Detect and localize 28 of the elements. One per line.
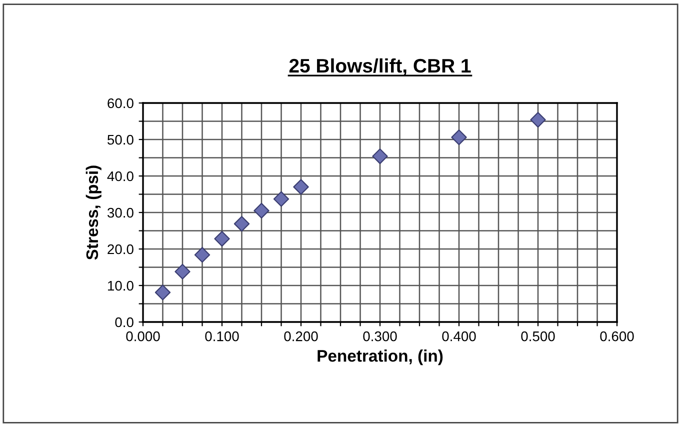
x-axis-title: Penetration, (in): [318, 350, 443, 366]
x-tick-label: 0.200: [284, 331, 318, 342]
point: [273, 191, 290, 207]
x-tick-label: 0.500: [521, 331, 555, 342]
point: [214, 230, 230, 247]
point: [254, 202, 270, 219]
point: [174, 264, 190, 280]
point: [372, 148, 388, 164]
x-tick-label: 0.600: [600, 331, 634, 342]
y-tick-label: 20.0: [108, 244, 134, 254]
point: [194, 247, 210, 263]
y-tick-label: 40.0: [107, 171, 134, 182]
y-tick-label: 10.0: [108, 280, 134, 291]
chart-title: 25 Blows/lift, CBR 1: [289, 58, 471, 76]
y-tick-label: 0.0: [115, 317, 134, 328]
y-axis-title: Stress, (psi): [86, 166, 102, 260]
x-tick-label: 0.000: [126, 331, 160, 342]
point: [451, 129, 467, 146]
point: [234, 216, 250, 232]
y-tick-label: 30.0: [107, 208, 134, 218]
x-tick-label: 0.100: [205, 331, 239, 342]
point: [154, 284, 171, 300]
y-tick-label: 50.0: [108, 134, 134, 145]
x-tick-label: 0.400: [442, 331, 476, 342]
point: [530, 112, 546, 128]
x-tick-label: 0.300: [363, 331, 397, 342]
y-tick-label: 60.0: [108, 98, 134, 108]
point: [293, 179, 309, 195]
